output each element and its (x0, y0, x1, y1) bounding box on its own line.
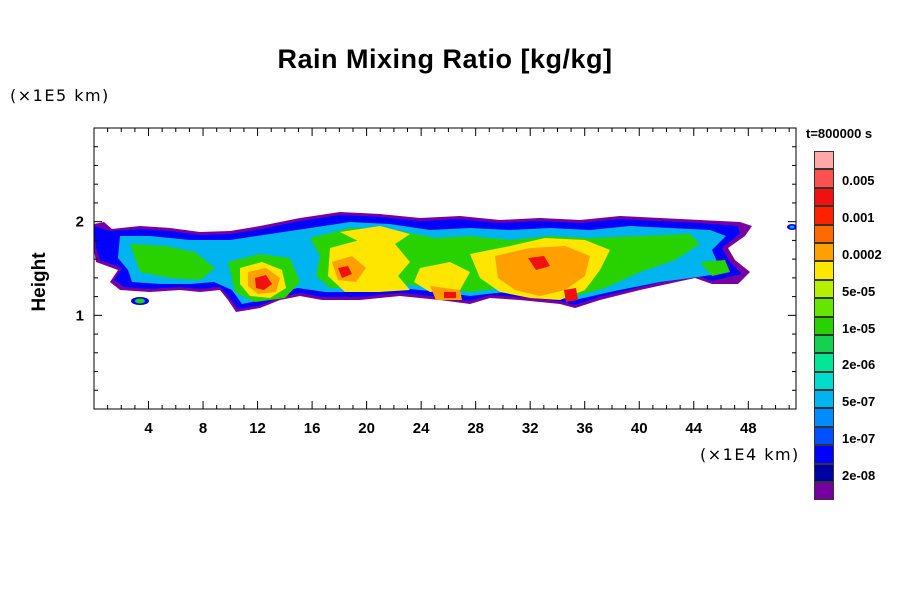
chart-title: Rain Mixing Ratio [kg/kg] (277, 44, 613, 74)
legend-entry (814, 408, 896, 427)
legend-entry: 0.001 (814, 206, 896, 226)
legend-entry (814, 334, 896, 354)
legend-entry (814, 371, 896, 391)
legend-label: 5e-05 (842, 283, 876, 299)
legend-entry (814, 224, 896, 243)
legend-label: 1e-07 (842, 430, 876, 446)
x-tick-label: 20 (358, 420, 375, 437)
legend-label: 2e-06 (842, 357, 876, 373)
contour-yellow (340, 226, 410, 244)
contour-red (338, 266, 352, 278)
x-tick-label: 44 (685, 420, 702, 437)
color-legend: 0.005 0.001 0.0002 5e-05 1e-05 2e-06 5e-07 1e-0… (814, 151, 896, 501)
legend-entry: 1e-07 (814, 426, 896, 446)
legend-swatch (814, 169, 834, 188)
legend-entry (814, 445, 896, 464)
y-axis-unit: (×1E5 km) (10, 86, 110, 105)
legend-label: 2e-08 (842, 467, 876, 483)
contour-green (130, 244, 215, 280)
legend-entry: 0.005 (814, 169, 896, 189)
legend-swatch (814, 242, 834, 262)
legend-entry: 2e-08 (814, 463, 896, 483)
legend-swatch (814, 353, 834, 372)
legend-entry (814, 151, 896, 170)
legend-entry (814, 187, 896, 207)
contour-orange (495, 246, 590, 296)
x-tick-label: 28 (467, 420, 484, 437)
legend-label: 0.0002 (842, 246, 882, 262)
rain-field (94, 212, 796, 312)
contour-green (700, 260, 730, 276)
legend-swatch (814, 261, 834, 280)
legend-swatch (814, 316, 834, 335)
contour-red (255, 275, 272, 290)
x-tick-label: 32 (522, 420, 539, 437)
contour-red (444, 292, 456, 298)
legend-swatch (814, 426, 834, 446)
time-label: t=800000 s (806, 126, 873, 141)
x-tick-label: 4 (144, 420, 153, 437)
legend-swatch (814, 482, 834, 501)
contour-red (564, 288, 578, 302)
legend-swatch (814, 224, 834, 243)
legend-entry: 5e-05 (814, 279, 896, 299)
legend-swatch (814, 279, 834, 299)
legend-label: 1e-05 (842, 320, 876, 336)
legend-swatch (814, 463, 834, 483)
legend-entry (814, 482, 896, 501)
x-tick-label: 48 (740, 420, 757, 437)
x-tick-label: 16 (304, 420, 321, 437)
legend-entry: 0.0002 (814, 242, 896, 262)
legend-swatch (814, 151, 834, 170)
legend-label: 0.001 (842, 210, 875, 226)
contour-red (528, 256, 550, 270)
x-tick-label: 36 (576, 420, 593, 437)
x-tick-label: 40 (631, 420, 648, 437)
legend-swatch (814, 371, 834, 391)
legend-swatch (814, 390, 834, 409)
legend-entry (814, 298, 896, 317)
x-tick-label: 24 (413, 420, 430, 437)
contour-cell (135, 298, 145, 304)
x-tick-label: 8 (199, 420, 207, 437)
x-tick-label: 12 (249, 420, 266, 437)
contour-yellow (414, 262, 470, 292)
legend-entry: 1e-05 (814, 316, 896, 336)
legend-swatch (814, 298, 834, 317)
legend-entry (814, 261, 896, 280)
legend-swatch (814, 408, 834, 427)
legend-entry: 5e-07 (814, 390, 896, 410)
legend-swatch (814, 334, 834, 354)
plot-frame (93, 127, 797, 410)
y-tick-label: 2 (76, 214, 84, 231)
legend-swatch (814, 206, 834, 225)
contour-cell (789, 225, 795, 229)
y-tick-label: 1 (76, 307, 84, 324)
legend-label: 5e-07 (842, 394, 876, 410)
x-axis-unit: (×1E4 km) (700, 445, 800, 464)
legend-entry: 2e-06 (814, 353, 896, 373)
legend-label: 0.005 (842, 173, 875, 189)
legend-swatch (814, 187, 834, 207)
legend-swatch (814, 445, 834, 464)
